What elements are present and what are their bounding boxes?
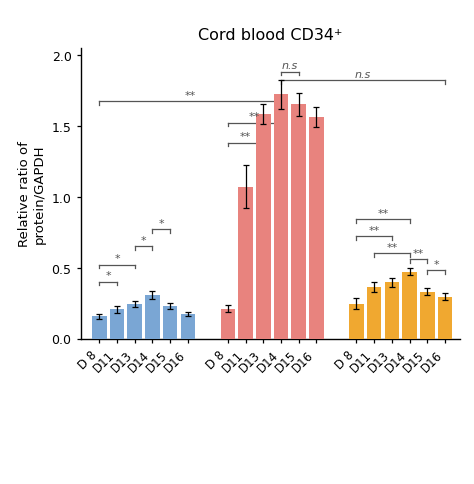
Bar	[128, 304, 142, 339]
Bar	[349, 304, 364, 339]
Text: **: **	[368, 226, 380, 235]
Bar	[292, 105, 306, 339]
Bar	[220, 309, 235, 339]
Text: n.s: n.s	[355, 70, 371, 79]
Text: **: **	[413, 248, 424, 258]
Bar	[92, 317, 107, 339]
Bar	[420, 292, 435, 339]
Text: n.s: n.s	[282, 61, 298, 71]
Text: **: **	[386, 242, 397, 252]
Bar	[367, 288, 382, 339]
Bar	[309, 118, 324, 339]
Bar	[384, 283, 399, 339]
Text: **: **	[249, 112, 260, 122]
Text: *: *	[114, 254, 120, 264]
Text: *: *	[158, 218, 164, 228]
Text: **: **	[240, 132, 251, 142]
Text: **: **	[377, 209, 389, 218]
Bar	[145, 296, 160, 339]
Text: *: *	[141, 235, 146, 245]
Bar	[402, 272, 417, 339]
Bar	[163, 306, 177, 339]
Text: *: *	[433, 259, 439, 270]
Bar	[110, 310, 124, 339]
Text: *: *	[105, 271, 111, 281]
Bar	[256, 115, 271, 339]
Bar	[181, 314, 195, 339]
Bar	[274, 95, 288, 339]
Y-axis label: Relative ratio of
protein/GAPDH: Relative ratio of protein/GAPDH	[18, 141, 46, 246]
Bar	[438, 297, 452, 339]
Bar	[238, 187, 253, 339]
Title: Cord blood CD34⁺: Cord blood CD34⁺	[198, 28, 342, 43]
Text: **: **	[184, 91, 196, 101]
